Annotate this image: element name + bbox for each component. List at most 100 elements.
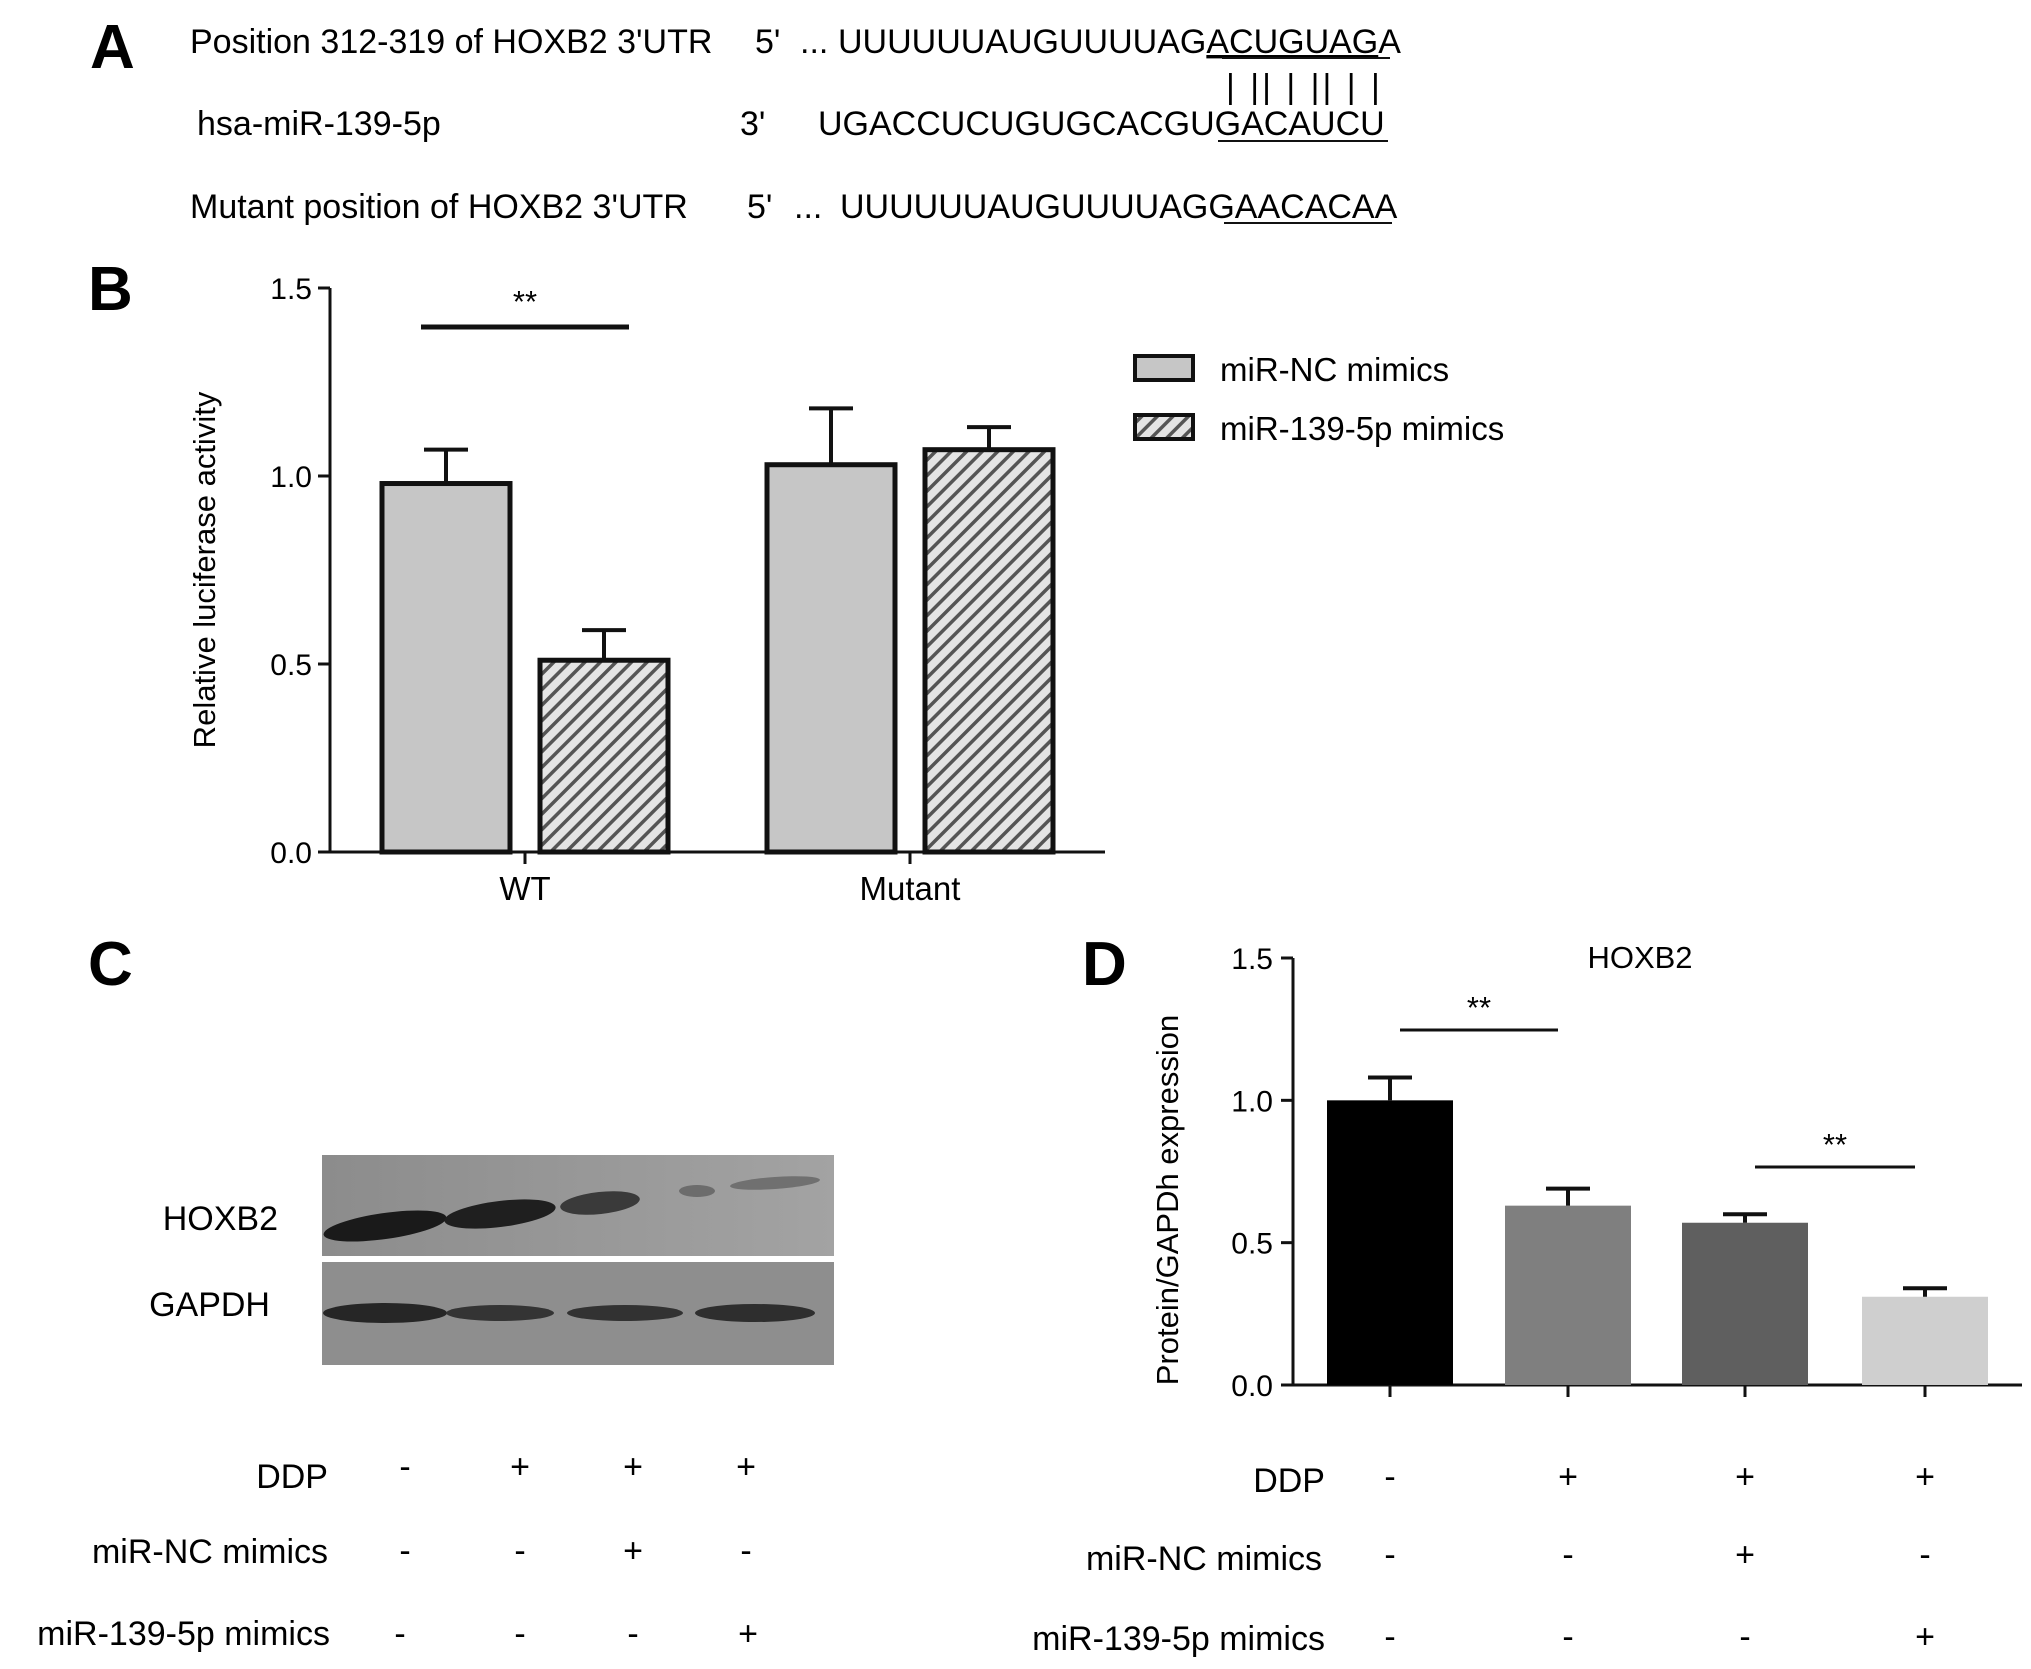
y-tick-label: 0.5 [1231, 1228, 1273, 1261]
blot-sign: + [623, 1532, 643, 1570]
bar [1327, 1100, 1453, 1385]
seq-wildtype-site: ACUGUAG [1206, 23, 1378, 61]
y-tick-label: 0.5 [270, 649, 312, 682]
y-tick-label: 1.5 [1231, 943, 1273, 976]
seq-mirna-prefix: UGACCUCUGUGCACG [818, 105, 1190, 143]
legend-label-mimic: miR-139-5p mimics [1220, 410, 1504, 447]
chart-d-condition-label: miR-139-5p mimics [1032, 1620, 1325, 1658]
y-tick-label: 0.0 [1231, 1370, 1273, 1403]
blot-sign: + [510, 1448, 530, 1486]
legend-swatch-nc [1133, 354, 1195, 382]
y-tick-label: 1.5 [270, 273, 312, 306]
chart-d-ylabel: Protein/GAPDh expression [1150, 1015, 1185, 1385]
blot-label-gapdh: GAPDH [149, 1286, 270, 1324]
blot-sign: - [627, 1615, 638, 1653]
significance-label: ** [513, 284, 537, 319]
panel-letter-b: B [88, 255, 133, 324]
blot-band-gapdh [567, 1305, 683, 1321]
legend-label-nc: miR-NC mimics [1220, 351, 1449, 388]
blot-band-hoxb2 [323, 1210, 447, 1242]
seq-ellipsis-mutant: ... [794, 188, 822, 226]
seq-wildtype: UUUUUUAUGUUUUAGACUGUAGA [838, 23, 1401, 61]
blot-band-hoxb2 [444, 1199, 556, 1229]
chart-d-condition-label: miR-NC mimics [1086, 1540, 1322, 1578]
blot-condition-label: miR-NC mimics [92, 1533, 328, 1571]
blot-band-hoxb2 [730, 1176, 820, 1190]
seq-label-mirna: hsa-miR-139-5p [197, 105, 441, 143]
condition-sign: + [1915, 1618, 1935, 1656]
bar [764, 462, 898, 855]
blot-band-gapdh [323, 1303, 447, 1323]
blot-sign: - [394, 1615, 405, 1653]
blot-band-gapdh [695, 1304, 815, 1322]
bar [922, 447, 1056, 855]
seq-label-wildtype: Position 312-319 of HOXB2 3'UTR [190, 23, 712, 61]
seq-mutant-site: GAACACA [1208, 188, 1375, 226]
chart-d-condition-label: DDP [1253, 1462, 1325, 1500]
seq-end-mutant: 5' [747, 188, 772, 226]
blot-condition-label: miR-139-5p mimics [37, 1615, 330, 1653]
condition-sign: - [1739, 1618, 1750, 1656]
condition-sign: - [1562, 1618, 1573, 1656]
bar [537, 657, 671, 855]
blot-sign: + [738, 1615, 758, 1653]
condition-sign: - [1384, 1536, 1395, 1574]
sequence-alignment: Position 312-319 of HOXB2 3'UTR 5' ... U… [190, 23, 1401, 226]
chart-b-ylabel: Relative luciferase activity [187, 391, 222, 748]
condition-sign: - [1562, 1536, 1573, 1574]
legend-swatch-mimic [1133, 413, 1195, 441]
blot-sign: + [623, 1448, 643, 1486]
y-tick-label: 1.0 [270, 461, 312, 494]
seq-label-mutant: Mutant position of HOXB2 3'UTR [190, 188, 688, 226]
condition-sign: + [1915, 1458, 1935, 1496]
bar [1682, 1222, 1808, 1385]
hoxb2-expression-chart: HOXB2 Protein/GAPDh expression 0.0 0.5 1.0… [1150, 940, 2022, 1656]
significance-label: ** [1467, 990, 1491, 1025]
blot-band-hoxb2 [560, 1191, 640, 1215]
blot-sign: - [399, 1532, 410, 1570]
condition-sign: + [1735, 1536, 1755, 1574]
seq-ellipsis-wildtype: ... [800, 23, 828, 61]
condition-sign: - [1384, 1458, 1395, 1496]
chart-d-title: HOXB2 [1587, 940, 1692, 975]
blot-band-hoxb2 [679, 1185, 715, 1197]
y-tick-label: 0.0 [270, 837, 312, 870]
blot-sign: - [514, 1532, 525, 1570]
base-pairing-lines: | || | || | | [1226, 68, 1383, 106]
seq-end-mirna: 3' [740, 105, 765, 143]
blot-sign: - [740, 1532, 751, 1570]
condition-sign: - [1384, 1618, 1395, 1656]
seq-mutant-suffix: A [1375, 188, 1398, 226]
chart-d-condition-table: DDP miR-NC mimics miR-139-5p mimics [1032, 1462, 1325, 1658]
seq-wildtype-prefix: UUUUUUAUGUUUUAG [838, 23, 1206, 61]
seq-end-wildtype: 5' [755, 23, 780, 61]
blot-band-gapdh [446, 1305, 554, 1321]
x-tick-label: Mutant [860, 870, 961, 907]
bar [1505, 1205, 1631, 1385]
seq-mirna-suffix: U [1360, 105, 1385, 143]
bar [1862, 1296, 1988, 1385]
blot-label-hoxb2: HOXB2 [163, 1200, 278, 1238]
blot-sign: - [514, 1615, 525, 1653]
panel-letter-d: D [1082, 930, 1127, 999]
luciferase-chart: Relative luciferase activity 0.0 0.5 1.0 1.… [187, 273, 1105, 907]
blot-sign: + [736, 1448, 756, 1486]
blot-condition-label: DDP [256, 1458, 328, 1496]
significance-label: ** [1823, 1127, 1847, 1162]
chart-b-legend: miR-NC mimics miR-139-5p mimics [1133, 351, 1504, 447]
condition-sign: + [1558, 1458, 1578, 1496]
panel-letter-c: C [88, 930, 133, 999]
blot-sign: - [399, 1448, 410, 1486]
panel-letter-a: A [90, 13, 135, 82]
condition-sign: + [1735, 1458, 1755, 1496]
x-tick-label: WT [499, 870, 550, 907]
seq-mutant: UUUUUUAUGUUUUAGGAACACAA [840, 188, 1398, 226]
blot-condition-table: DDP miR-NC mimics miR-139-5p mimics - + … [37, 1448, 758, 1653]
seq-wildtype-suffix: A [1378, 23, 1401, 61]
seq-mirna-site: UGACAUC [1190, 105, 1360, 143]
seq-mirna: UGACCUCUGUGCACGUGACAUCU [818, 105, 1385, 143]
seq-mutant-prefix: UUUUUUAUGUUUUAG [840, 188, 1208, 226]
bar [379, 481, 513, 855]
y-tick-label: 1.0 [1231, 1085, 1273, 1118]
